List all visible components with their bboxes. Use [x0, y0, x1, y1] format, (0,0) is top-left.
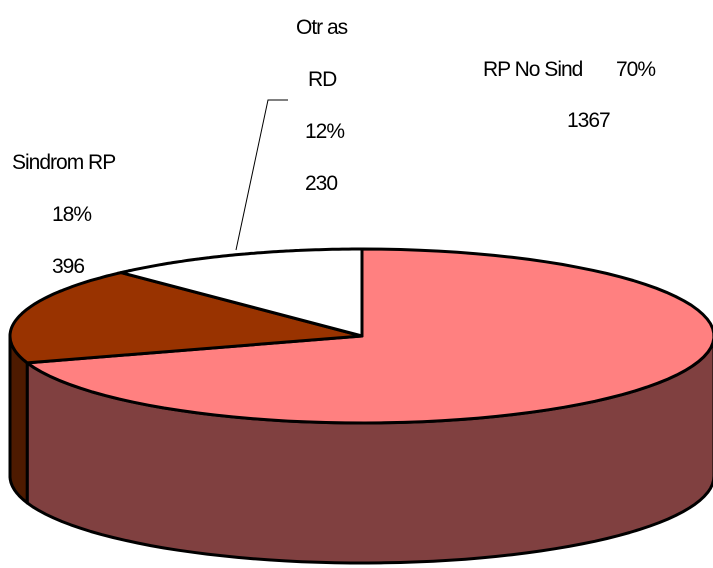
leader-line-otras-rd — [235, 99, 288, 251]
label-sindrom-rp-name: Sindrom RP — [12, 151, 115, 174]
label-rp-no-sind-value: 1367 — [567, 109, 610, 132]
pie-slice-sindrom-rp — [8, 271, 364, 365]
label-otras-rd-name-line1: Otr as — [296, 16, 348, 39]
label-sindrom-rp-value: 396 — [52, 255, 84, 278]
label-rp-no-sind-name: RP No Sind — [483, 58, 583, 81]
label-otras-rd-percent: 12% — [305, 120, 344, 143]
label-sindrom-rp-percent: 18% — [52, 203, 91, 226]
label-otras-rd-value: 230 — [305, 172, 337, 195]
label-rp-no-sind-percent: 70% — [616, 58, 655, 81]
pie-slice-rp-no-sind — [25, 247, 713, 425]
pie-slice-otras-rd — [119, 247, 364, 338]
label-otras-rd-name-line2: RD — [308, 68, 337, 91]
pie-tops — [8, 247, 713, 425]
